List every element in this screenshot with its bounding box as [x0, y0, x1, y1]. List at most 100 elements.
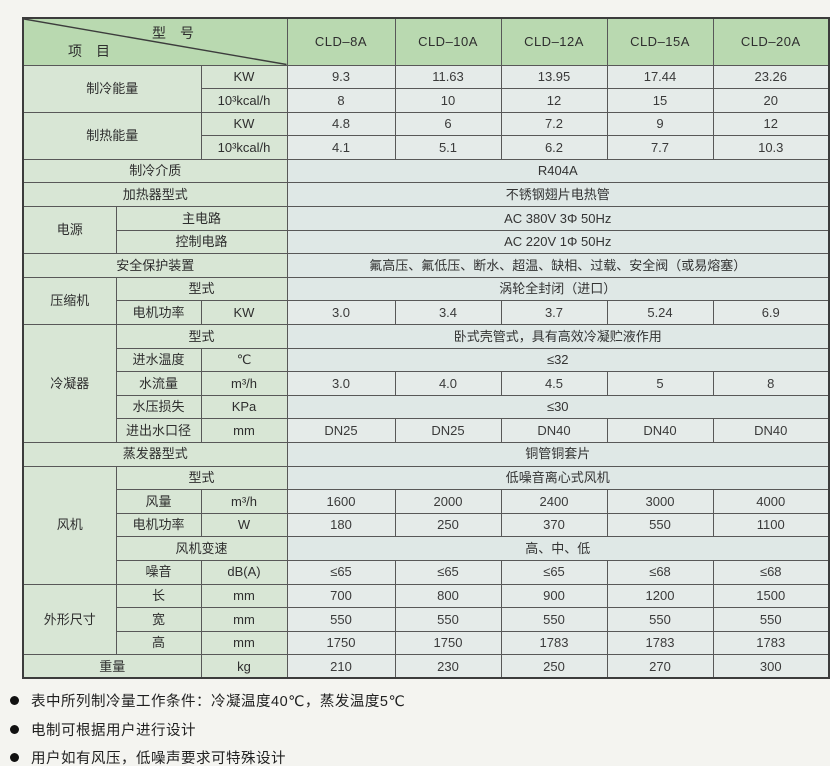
value-cell: 250: [394, 512, 502, 538]
spec-table: 型 号 项 目 CLD–8A CLD–10A CLD–12A CLD–15A C…: [22, 17, 830, 680]
unit-cell: KW: [200, 111, 288, 137]
table-row: 10³kcal/h 4.1 5.1 6.2 7.7 10.3: [23, 135, 830, 160]
model-header: CLD–8A: [286, 17, 396, 66]
table-row: 制热能量 KW 4.8 6 7.2 9 12: [22, 111, 830, 160]
section-label: 外形尺寸: [22, 583, 117, 656]
table-row: 水压损失 KPa ≤30: [23, 394, 830, 420]
section-label: 蒸发器型式: [22, 442, 288, 467]
section-label: 风机: [22, 465, 117, 585]
value-cell: 8: [712, 371, 830, 396]
value-cell: 1600: [286, 489, 396, 514]
value-cell: 1200: [606, 583, 714, 609]
value-cell: 4.1: [286, 135, 396, 160]
value-cell: ≤65: [286, 559, 396, 585]
value-cell: 1783: [606, 630, 714, 656]
table-row: 电机功率 W 180 250 370 550 1100: [23, 512, 830, 538]
value-cell: 7.7: [606, 135, 714, 160]
unit-cell: m³/h: [200, 371, 288, 396]
value-cell: 5.1: [394, 135, 502, 160]
value-cell: 10.3: [712, 135, 830, 160]
sub-label: 型式: [115, 276, 288, 302]
unit-cell: mm: [200, 607, 288, 632]
value-cell: 1100: [712, 512, 830, 538]
unit-cell: ℃: [200, 347, 288, 373]
value-cell: 17.44: [606, 64, 714, 90]
unit-cell: KW: [200, 64, 288, 90]
table-row: 进水温度 ℃ ≤32: [23, 347, 830, 373]
value-cell: 3.4: [394, 300, 502, 326]
value-cell: 550: [712, 607, 830, 632]
sub-label: 进水温度: [115, 347, 202, 373]
model-header: CLD–20A: [712, 17, 830, 66]
value-cell: 8: [286, 88, 396, 113]
table-row: 水流量 m³/h 3.0 4.0 4.5 5 8: [23, 371, 830, 396]
table-row: 重量 kg 210 230 250 270 300: [22, 654, 830, 679]
table-row: 制冷能量 KW 9.3 11.63 13.95 17.44 23.26: [22, 64, 830, 113]
value-cell: 4.0: [394, 371, 502, 396]
value-cell: 10: [394, 88, 502, 113]
sub-label: 宽: [115, 607, 202, 632]
value-cell: 铜管铜套片: [286, 442, 830, 467]
value-cell: 13.95: [500, 64, 608, 90]
table-row: 风机变速 高、中、低: [23, 536, 830, 561]
unit-cell: KPa: [200, 394, 288, 420]
value-cell: 3.0: [286, 371, 396, 396]
sub-label: 电机功率: [115, 300, 202, 326]
sub-label: 水压损失: [115, 394, 202, 420]
value-cell: ≤30: [286, 394, 830, 420]
value-cell: 250: [500, 654, 608, 679]
value-cell: 12: [500, 88, 608, 113]
value-cell: 6.9: [712, 300, 830, 326]
value-cell: 9: [606, 111, 714, 137]
value-cell: DN40: [606, 418, 714, 443]
unit-cell: 10³kcal/h: [200, 135, 288, 160]
value-cell: 低噪音离心式风机: [286, 465, 830, 491]
table-row: 高 mm 1750 1750 1783 1783 1783: [23, 630, 830, 656]
section-label: 重量: [22, 654, 202, 679]
note-text: 电制可根据用户进行设计: [31, 722, 196, 739]
table-row: 冷凝器 型式 卧式壳管式，具有高效冷凝贮液作用: [22, 324, 830, 443]
sub-label: 噪音: [115, 559, 202, 585]
note-item: 用户如有风压，低噪声要求可特殊设计: [8, 747, 808, 766]
value-cell: 550: [394, 607, 502, 632]
unit-cell: mm: [200, 583, 288, 609]
value-cell: DN25: [286, 418, 396, 443]
value-cell: 300: [712, 654, 830, 679]
note-text: 表中所列制冷量工作条件：冷凝温度40℃，蒸发温度5℃: [31, 694, 406, 710]
section-label: 压缩机: [22, 276, 117, 326]
value-cell: 800: [394, 583, 502, 609]
section-label: 制冷介质: [22, 158, 288, 184]
table-row: 宽 mm 550 550 550 550 550: [23, 607, 830, 632]
value-cell: 23.26: [712, 64, 830, 90]
value-cell: 15: [606, 88, 714, 113]
value-cell: 3.7: [500, 300, 608, 326]
value-cell: 1783: [712, 630, 830, 656]
table-row: 控制电路 AC 220V 1Φ 50Hz: [23, 229, 830, 255]
value-cell: 210: [286, 654, 396, 679]
table-row: 电源 主电路 AC 380V 3Φ 50Hz: [22, 206, 830, 255]
sub-label: 长: [115, 583, 202, 609]
table-row: 蒸发器型式 铜管铜套片: [22, 442, 830, 467]
sub-label: 进出水口径: [115, 418, 202, 443]
table-row: 噪音 dB(A) ≤65 ≤65 ≤65 ≤68 ≤68: [23, 559, 830, 585]
value-cell: 5.24: [606, 300, 714, 326]
value-cell: 2400: [500, 489, 608, 514]
value-cell: 230: [394, 654, 502, 679]
section-label: 安全保护装置: [22, 253, 288, 278]
section-label: 制冷能量: [22, 64, 202, 113]
value-cell: 高、中、低: [286, 536, 830, 561]
value-cell: 900: [500, 583, 608, 609]
note-item: 电制可根据用户进行设计: [8, 719, 808, 740]
value-cell: ≤68: [712, 559, 830, 585]
value-cell: 1783: [500, 630, 608, 656]
sub-label: 型式: [115, 324, 288, 349]
table-header-row: 型 号 项 目 CLD–8A CLD–10A CLD–12A CLD–15A C…: [22, 17, 830, 66]
bullet-icon: [10, 696, 19, 705]
bullet-icon: [10, 724, 19, 734]
value-cell: 6: [394, 111, 502, 137]
section-label: 制热能量: [22, 111, 202, 160]
value-cell: 1500: [712, 583, 830, 609]
table-row: 压缩机 型式 涡轮全封闭（进口）: [22, 276, 830, 326]
value-cell: 270: [606, 654, 714, 679]
table-row: 风机 型式 低噪音离心式风机: [22, 465, 830, 585]
